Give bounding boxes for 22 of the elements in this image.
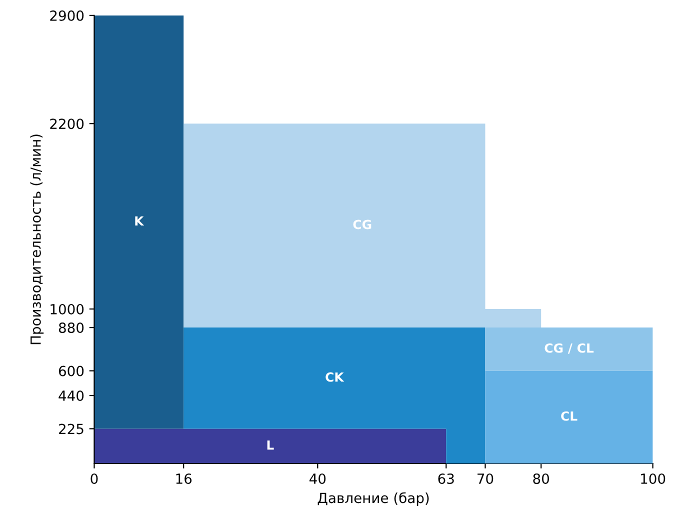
- y-tick-label: 2200: [50, 118, 84, 130]
- y-tick-label: 600: [58, 366, 84, 376]
- series-label: CL: [561, 411, 578, 421]
- y-tick-label: 2900: [50, 10, 84, 21]
- series-label: CG: [353, 220, 372, 230]
- y-tick-label: 880: [58, 322, 84, 334]
- y-axis-title: Производительность (л/мин): [30, 134, 44, 344]
- x-tick-label: 63: [438, 473, 454, 484]
- series-label: CK: [326, 372, 344, 382]
- x-tick-label: 40: [310, 473, 326, 484]
- series-label: L: [267, 440, 274, 450]
- y-tick-label: 440: [58, 390, 84, 401]
- x-tick-label: 0: [90, 473, 98, 484]
- x-axis-title: Давление (бар): [318, 492, 429, 506]
- y-tick-label: 1000: [50, 304, 84, 314]
- x-tick-label: 100: [641, 473, 666, 484]
- series-label: CG / CL: [544, 343, 594, 354]
- y-tick-label: 225: [59, 424, 84, 434]
- x-tick-label: 70: [478, 473, 494, 484]
- x-tick-label: 16: [176, 473, 192, 484]
- series-label: K: [135, 216, 144, 226]
- x-tick-label: 80: [533, 473, 550, 484]
